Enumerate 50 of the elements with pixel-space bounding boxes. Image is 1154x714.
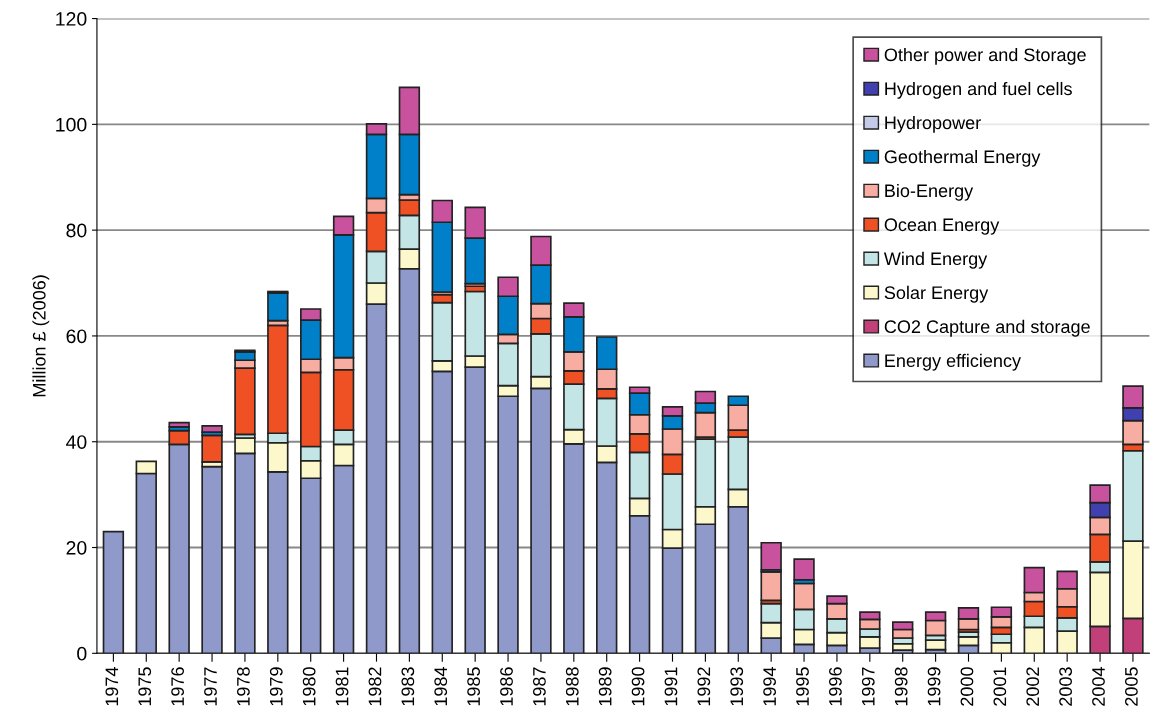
x-tick-label: 2000 [960, 667, 974, 706]
x-tick-label: 1978 [237, 667, 250, 706]
x-tick-label: 1979 [269, 667, 283, 706]
x-tick-label: 1994 [763, 667, 777, 706]
x-tick-label: 1987 [533, 667, 546, 706]
x-tick-label: 1991 [664, 667, 678, 706]
y-tick-label: 120 [56, 12, 87, 26]
x-tick-label: 1990 [631, 667, 645, 706]
x-tick-label: 1992 [697, 667, 711, 706]
x-tick-label: 1999 [927, 667, 941, 706]
legend-label: Geothermal Energy [884, 149, 1041, 167]
legend-label: Wind Energy [883, 251, 988, 269]
x-tick-label: 1995 [796, 667, 809, 706]
x-tick-label: 1985 [467, 667, 481, 706]
y-axis-title: Million £ (2006) [32, 275, 50, 397]
x-tick-label: 1993 [730, 667, 744, 706]
x-tick-label: 2002 [1026, 667, 1040, 706]
legend-label: Bio-Energy [885, 183, 974, 201]
y-tick-label: 100 [56, 117, 87, 132]
x-tick-label: 1977 [204, 667, 217, 706]
x-tick-label: 1998 [894, 667, 908, 706]
y-tick-label: 0 [77, 646, 87, 661]
legend-label: Hydropower [885, 115, 981, 133]
y-tick-label: 20 [66, 540, 87, 555]
x-tick-label: 1974 [105, 667, 119, 706]
x-tick-label: 1996 [829, 667, 842, 706]
legend-label: Other power and Storage [884, 47, 1086, 65]
legend-label: Energy efficiency [885, 353, 1021, 371]
x-tick-label: 1983 [401, 667, 415, 706]
x-tick-label: 1986 [500, 667, 513, 706]
y-tick-label: 60 [66, 329, 87, 344]
x-tick-label: 1997 [861, 667, 875, 706]
x-tick-label: 1975 [138, 667, 152, 706]
x-tick-label: 1982 [368, 667, 382, 706]
x-tick-label: 2005 [1125, 667, 1138, 706]
x-tick-label: 2001 [993, 667, 1007, 706]
x-tick-label: 1984 [434, 667, 448, 706]
y-tick-label: 40 [66, 435, 87, 449]
legend-label: Solar Energy [884, 285, 989, 303]
x-tick-label: 2004 [1092, 667, 1105, 706]
x-tick-label: 2003 [1059, 667, 1073, 706]
legend-label: Hydrogen and fuel cells [885, 81, 1072, 99]
x-tick-label: 1976 [171, 667, 185, 706]
x-tick-label: 1988 [565, 667, 579, 706]
y-tick-label: 80 [66, 223, 87, 238]
legend-label: Ocean Energy [884, 218, 1000, 235]
legend-label: CO2 Capture and storage [884, 319, 1090, 337]
x-tick-label: 1989 [598, 667, 612, 706]
x-tick-label: 1981 [335, 667, 349, 706]
x-tick-label: 1980 [302, 667, 316, 706]
